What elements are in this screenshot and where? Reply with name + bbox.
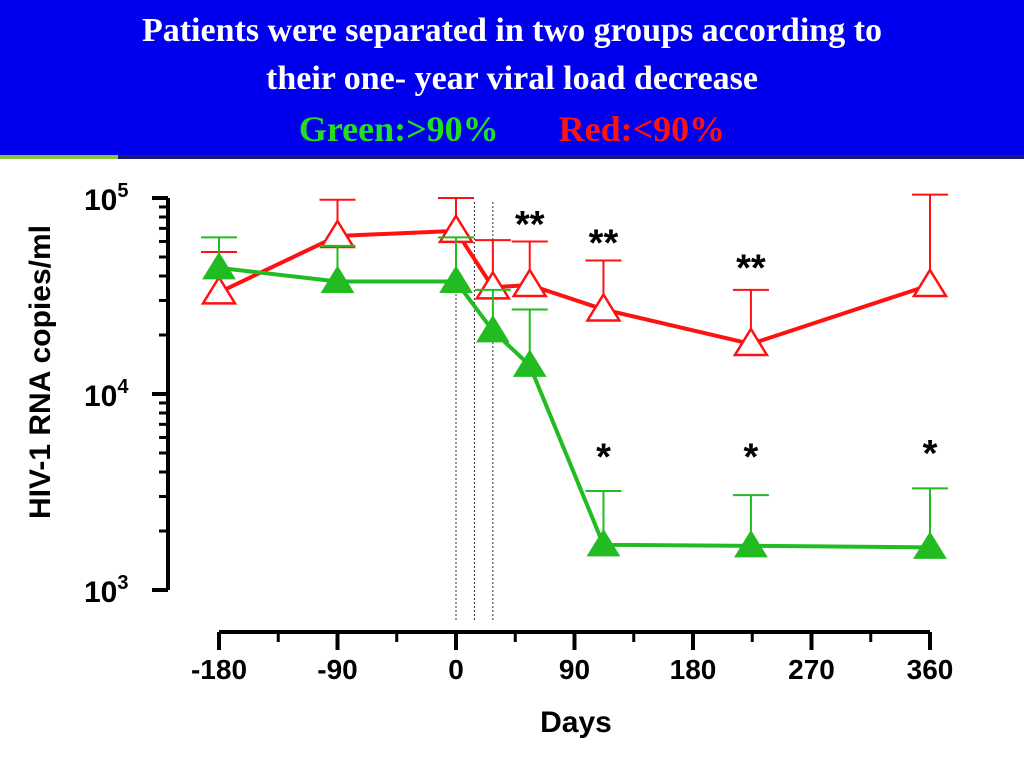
data-point — [439, 265, 473, 293]
series-line — [218, 228, 931, 346]
data-point — [734, 529, 768, 558]
data-point — [511, 267, 548, 298]
significance-marker: ** — [736, 247, 766, 289]
x-axis-label: Days — [540, 706, 612, 739]
data-point — [913, 531, 947, 559]
data-point — [320, 265, 355, 293]
data-point — [475, 314, 510, 343]
data-point — [202, 251, 236, 280]
x-tick-label: -180 — [191, 654, 247, 685]
significance-marker: * — [923, 433, 938, 475]
y-tick-label: 103 — [84, 572, 129, 609]
series-line — [218, 265, 931, 550]
data-point — [732, 326, 770, 357]
significance-marker: ** — [589, 222, 619, 264]
data-point — [585, 292, 622, 322]
slide-title-line-1: Patients were separated in two groups ac… — [141, 12, 883, 49]
significance-marker: * — [596, 436, 611, 478]
y-tick-label: 105 — [84, 180, 129, 217]
y-tick-label: 104 — [84, 376, 129, 413]
significance-marker: ** — [515, 204, 545, 246]
slide-title-line-2: their one- year viral load decrease — [266, 60, 758, 97]
data-point — [200, 274, 238, 305]
x-tick-label: 270 — [788, 654, 835, 685]
data-point — [586, 528, 621, 557]
x-tick-label: 90 — [559, 654, 590, 685]
x-tick-label: -90 — [317, 654, 357, 685]
data-point — [512, 349, 547, 377]
x-tick-label: 180 — [670, 654, 717, 685]
viral-load-chart: HIV-1 RNA copies/ml Days 105 104 103 -180 -9… — [24, 180, 954, 739]
significance-marker: * — [744, 436, 759, 478]
x-tick-label: 0 — [448, 654, 464, 685]
group-legend: Green:>90% Red:<90% — [0, 108, 1024, 150]
legend-red-group: Red:<90% — [558, 109, 726, 149]
banner-accent — [0, 155, 118, 159]
banner-underline — [0, 155, 1024, 159]
legend-green-group: Green:>90% — [298, 109, 499, 149]
y-axis-label: HIV-1 RNA copies/ml — [24, 225, 57, 519]
data-point — [911, 267, 949, 298]
x-tick-label: 360 — [907, 654, 954, 685]
title-banner — [0, 0, 1024, 155]
